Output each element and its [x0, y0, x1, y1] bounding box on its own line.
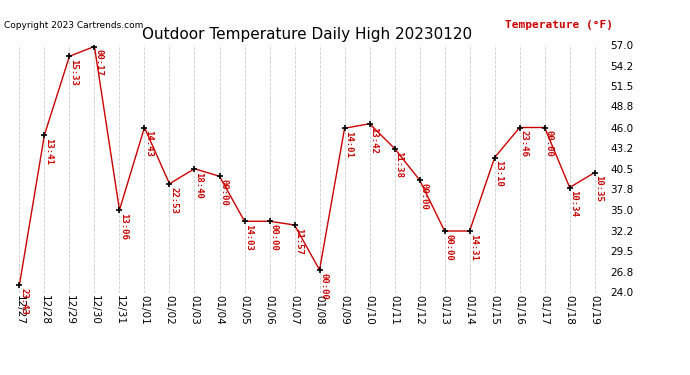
Text: 15:33: 15:33 [69, 59, 78, 86]
Text: 14:03: 14:03 [244, 224, 253, 251]
Text: 23:46: 23:46 [520, 130, 529, 157]
Text: 11:57: 11:57 [294, 228, 303, 255]
Text: 13:42: 13:42 [369, 126, 378, 153]
Text: 00:00: 00:00 [219, 179, 228, 206]
Text: 13:10: 13:10 [494, 160, 503, 187]
Text: 00:00: 00:00 [544, 130, 553, 157]
Text: 14:43: 14:43 [144, 130, 153, 157]
Text: 00:00: 00:00 [420, 183, 428, 210]
Title: Outdoor Temperature Daily High 20230120: Outdoor Temperature Daily High 20230120 [142, 27, 472, 42]
Text: Temperature (°F): Temperature (°F) [505, 20, 613, 30]
Text: 23:43: 23:43 [19, 288, 28, 315]
Text: 00:00: 00:00 [319, 273, 328, 300]
Text: 13:41: 13:41 [44, 138, 53, 165]
Text: 13:06: 13:06 [119, 213, 128, 240]
Text: 11:38: 11:38 [394, 151, 403, 178]
Text: 10:35: 10:35 [594, 175, 603, 202]
Text: Copyright 2023 Cartrends.com: Copyright 2023 Cartrends.com [4, 21, 144, 30]
Text: 00:00: 00:00 [269, 224, 278, 251]
Text: 22:53: 22:53 [169, 186, 178, 213]
Text: 00:00: 00:00 [444, 234, 453, 261]
Text: 00:17: 00:17 [94, 49, 103, 76]
Text: 10:34: 10:34 [569, 190, 578, 217]
Text: 14:01: 14:01 [344, 131, 353, 158]
Text: 14:31: 14:31 [469, 234, 478, 261]
Text: 18:40: 18:40 [194, 171, 203, 198]
